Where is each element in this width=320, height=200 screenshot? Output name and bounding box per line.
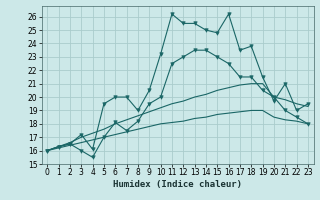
X-axis label: Humidex (Indice chaleur): Humidex (Indice chaleur)	[113, 180, 242, 189]
